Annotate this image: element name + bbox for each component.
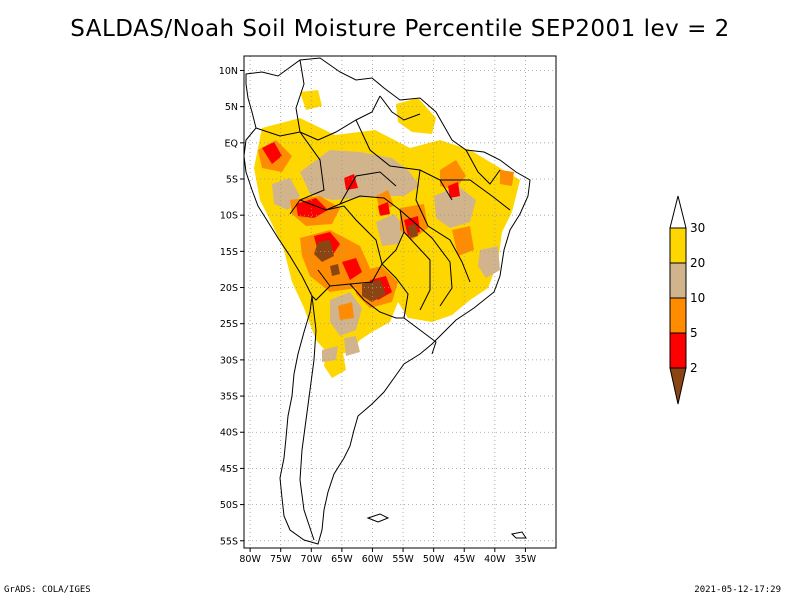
lat-tick-label: EQ <box>225 138 238 149</box>
lon-tick-label: 75W <box>270 554 292 565</box>
lon-tick-label: 40W <box>484 554 506 565</box>
lat-tick-label: 35S <box>220 392 238 403</box>
border-brazil-paraguay <box>381 263 409 319</box>
map-gridlines: 10N 5N EQ 5S 10S 15S 20S 25S 30S 35S 40S 45S 50S 55S8… <box>219 55 557 565</box>
footer-credit: GrADS: COLA/IGES <box>4 585 91 595</box>
lat-tick-label: 55S <box>220 536 238 547</box>
lon-tick-label: 55W <box>392 554 414 565</box>
border-brazil-states-5 <box>465 149 501 185</box>
border-brazil-states-1 <box>355 119 453 201</box>
lat-tick-label: 10S <box>220 211 238 222</box>
border-brazil-states-4 <box>399 209 453 307</box>
colorbar-label: 30 <box>690 221 705 235</box>
border-brazil-bolivia <box>325 195 405 265</box>
south-america-coastline <box>243 57 531 545</box>
border-uruguay <box>403 317 437 355</box>
colorbar-legend: 2 5 10 20 30 <box>669 195 705 405</box>
lon-tick-label: 80W <box>239 554 261 565</box>
border-brazil-states-3 <box>440 179 511 211</box>
map-frame <box>243 55 557 549</box>
field-brown <box>314 224 418 302</box>
colorbar-segment <box>669 332 687 369</box>
colorbar-segment <box>669 297 687 334</box>
colorbar-label: 20 <box>690 256 705 270</box>
border-colombia-peru <box>255 127 301 137</box>
colorbar-label: 5 <box>690 326 698 340</box>
falkland-islands <box>366 513 390 523</box>
border-brazil-states-6 <box>403 231 431 311</box>
border-bolivia <box>299 199 383 287</box>
soil-moisture-field <box>254 90 520 378</box>
lat-tick-label: 30S <box>220 355 238 366</box>
lat-tick-label: 5N <box>225 102 238 113</box>
map-title: SALDAS/Noah Soil Moisture Percentile SEP… <box>70 16 730 42</box>
lon-tick-label: 65W <box>331 554 353 565</box>
footer-timestamp: 2021-05-12-17:29 <box>694 585 781 595</box>
lat-tick-label: 40S <box>220 428 238 439</box>
colorbar-label: 10 <box>690 291 705 305</box>
lon-tick-label: 35W <box>515 554 537 565</box>
border-guianas <box>379 95 421 121</box>
border-argentina-north <box>311 285 331 301</box>
lat-tick-label: 10N <box>219 66 238 77</box>
south-georgia-islet <box>510 531 527 539</box>
lon-tick-label: 45W <box>453 554 475 565</box>
lon-tick-label: 50W <box>423 554 445 565</box>
lat-tick-label: 50S <box>220 500 238 511</box>
colorbar-bottom-arrow <box>669 367 687 405</box>
colorbar-segment <box>669 227 687 264</box>
border-brazil-states-7 <box>339 171 397 205</box>
lat-tick-label: 20S <box>220 283 238 294</box>
colorbar-label: 2 <box>690 361 698 375</box>
lat-tick-label: 45S <box>220 464 238 475</box>
lat-tick-label: 5S <box>226 175 238 186</box>
colorbar-top-arrow <box>669 195 687 229</box>
border-peru-brazil <box>289 131 325 215</box>
border-venezuela-colombia <box>295 59 319 141</box>
lat-tick-label: 15S <box>220 247 238 258</box>
lat-tick-label: 25S <box>220 319 238 330</box>
coastline-borders <box>243 57 531 545</box>
lon-tick-label: 70W <box>301 554 323 565</box>
border-argentina-chile <box>299 295 317 541</box>
lon-tick-label: 60W <box>362 554 384 565</box>
border-paraguay-argentina <box>349 283 404 319</box>
colorbar-segment <box>669 262 687 299</box>
border-brazil-states-2 <box>415 169 471 283</box>
